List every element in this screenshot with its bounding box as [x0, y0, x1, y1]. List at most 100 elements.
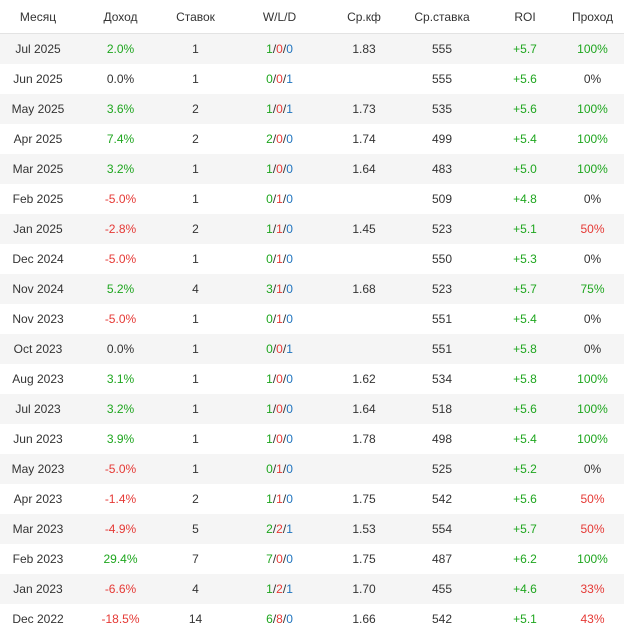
cell-roi: +5.1: [489, 214, 561, 244]
draws-count: 0: [286, 192, 293, 206]
cell-roi: +5.7: [489, 34, 561, 65]
cell-wld: 6/8/0: [226, 604, 333, 634]
cell-bets: 1: [165, 394, 226, 424]
wins-count: 1: [266, 492, 273, 506]
cell-avg-odds: [333, 184, 395, 214]
cell-avg-odds: 1.83: [333, 34, 395, 65]
header-bets[interactable]: Ставок: [165, 0, 226, 34]
cell-pass-rate: 100%: [561, 34, 624, 65]
cell-avg-stake: 555: [395, 34, 489, 65]
cell-pass-rate: 100%: [561, 364, 624, 394]
cell-income: -5.0%: [76, 244, 165, 274]
wins-count: 1: [266, 372, 273, 386]
cell-bets: 1: [165, 154, 226, 184]
header-avg-stake[interactable]: Ср.ставка: [395, 0, 489, 34]
cell-income: -5.0%: [76, 454, 165, 484]
draws-count: 0: [286, 42, 293, 56]
losses-count: 0: [276, 132, 283, 146]
cell-bets: 2: [165, 484, 226, 514]
draws-count: 0: [286, 462, 293, 476]
cell-income: 3.1%: [76, 364, 165, 394]
header-avg-odds[interactable]: Ср.кф: [333, 0, 395, 34]
header-month[interactable]: Месяц: [0, 0, 76, 34]
header-wld[interactable]: W/L/D: [226, 0, 333, 34]
cell-avg-stake: 534: [395, 364, 489, 394]
losses-count: 0: [276, 372, 283, 386]
cell-wld: 1/0/1: [226, 94, 333, 124]
cell-roi: +5.4: [489, 304, 561, 334]
cell-avg-odds: 1.53: [333, 514, 395, 544]
cell-roi: +4.8: [489, 184, 561, 214]
cell-pass-rate: 100%: [561, 94, 624, 124]
cell-pass-rate: 0%: [561, 454, 624, 484]
wins-count: 0: [266, 192, 273, 206]
cell-wld: 1/0/0: [226, 154, 333, 184]
losses-count: 0: [276, 72, 283, 86]
cell-wld: 1/0/0: [226, 394, 333, 424]
cell-month: Dec 2024: [0, 244, 76, 274]
cell-avg-odds: 1.73: [333, 94, 395, 124]
cell-income: -2.8%: [76, 214, 165, 244]
wins-count: 0: [266, 252, 273, 266]
cell-avg-stake: 555: [395, 64, 489, 94]
cell-avg-odds: [333, 454, 395, 484]
wins-count: 1: [266, 582, 273, 596]
cell-month: Dec 2022: [0, 604, 76, 634]
cell-bets: 1: [165, 424, 226, 454]
cell-pass-rate: 0%: [561, 334, 624, 364]
draws-count: 1: [286, 522, 293, 536]
draws-count: 0: [286, 432, 293, 446]
cell-pass-rate: 0%: [561, 64, 624, 94]
cell-income: -6.6%: [76, 574, 165, 604]
cell-month: Apr 2025: [0, 124, 76, 154]
cell-income: -5.0%: [76, 184, 165, 214]
draws-count: 1: [286, 342, 293, 356]
cell-pass-rate: 50%: [561, 484, 624, 514]
cell-bets: 14: [165, 604, 226, 634]
cell-income: 5.2%: [76, 274, 165, 304]
losses-count: 0: [276, 42, 283, 56]
cell-avg-stake: 518: [395, 394, 489, 424]
cell-wld: 0/0/1: [226, 64, 333, 94]
cell-roi: +5.4: [489, 424, 561, 454]
cell-avg-stake: 523: [395, 274, 489, 304]
cell-roi: +5.6: [489, 94, 561, 124]
cell-avg-stake: 455: [395, 574, 489, 604]
losses-count: 0: [276, 342, 283, 356]
header-roi[interactable]: ROI: [489, 0, 561, 34]
wins-count: 7: [266, 552, 273, 566]
header-pass-rate[interactable]: Проход: [561, 0, 624, 34]
cell-wld: 2/2/1: [226, 514, 333, 544]
draws-count: 1: [286, 582, 293, 596]
losses-count: 1: [276, 492, 283, 506]
cell-income: 3.2%: [76, 154, 165, 184]
cell-avg-odds: 1.75: [333, 484, 395, 514]
cell-income: -5.0%: [76, 304, 165, 334]
header-income[interactable]: Доход: [76, 0, 165, 34]
cell-avg-odds: 1.45: [333, 214, 395, 244]
wins-count: 0: [266, 72, 273, 86]
losses-count: 1: [276, 462, 283, 476]
